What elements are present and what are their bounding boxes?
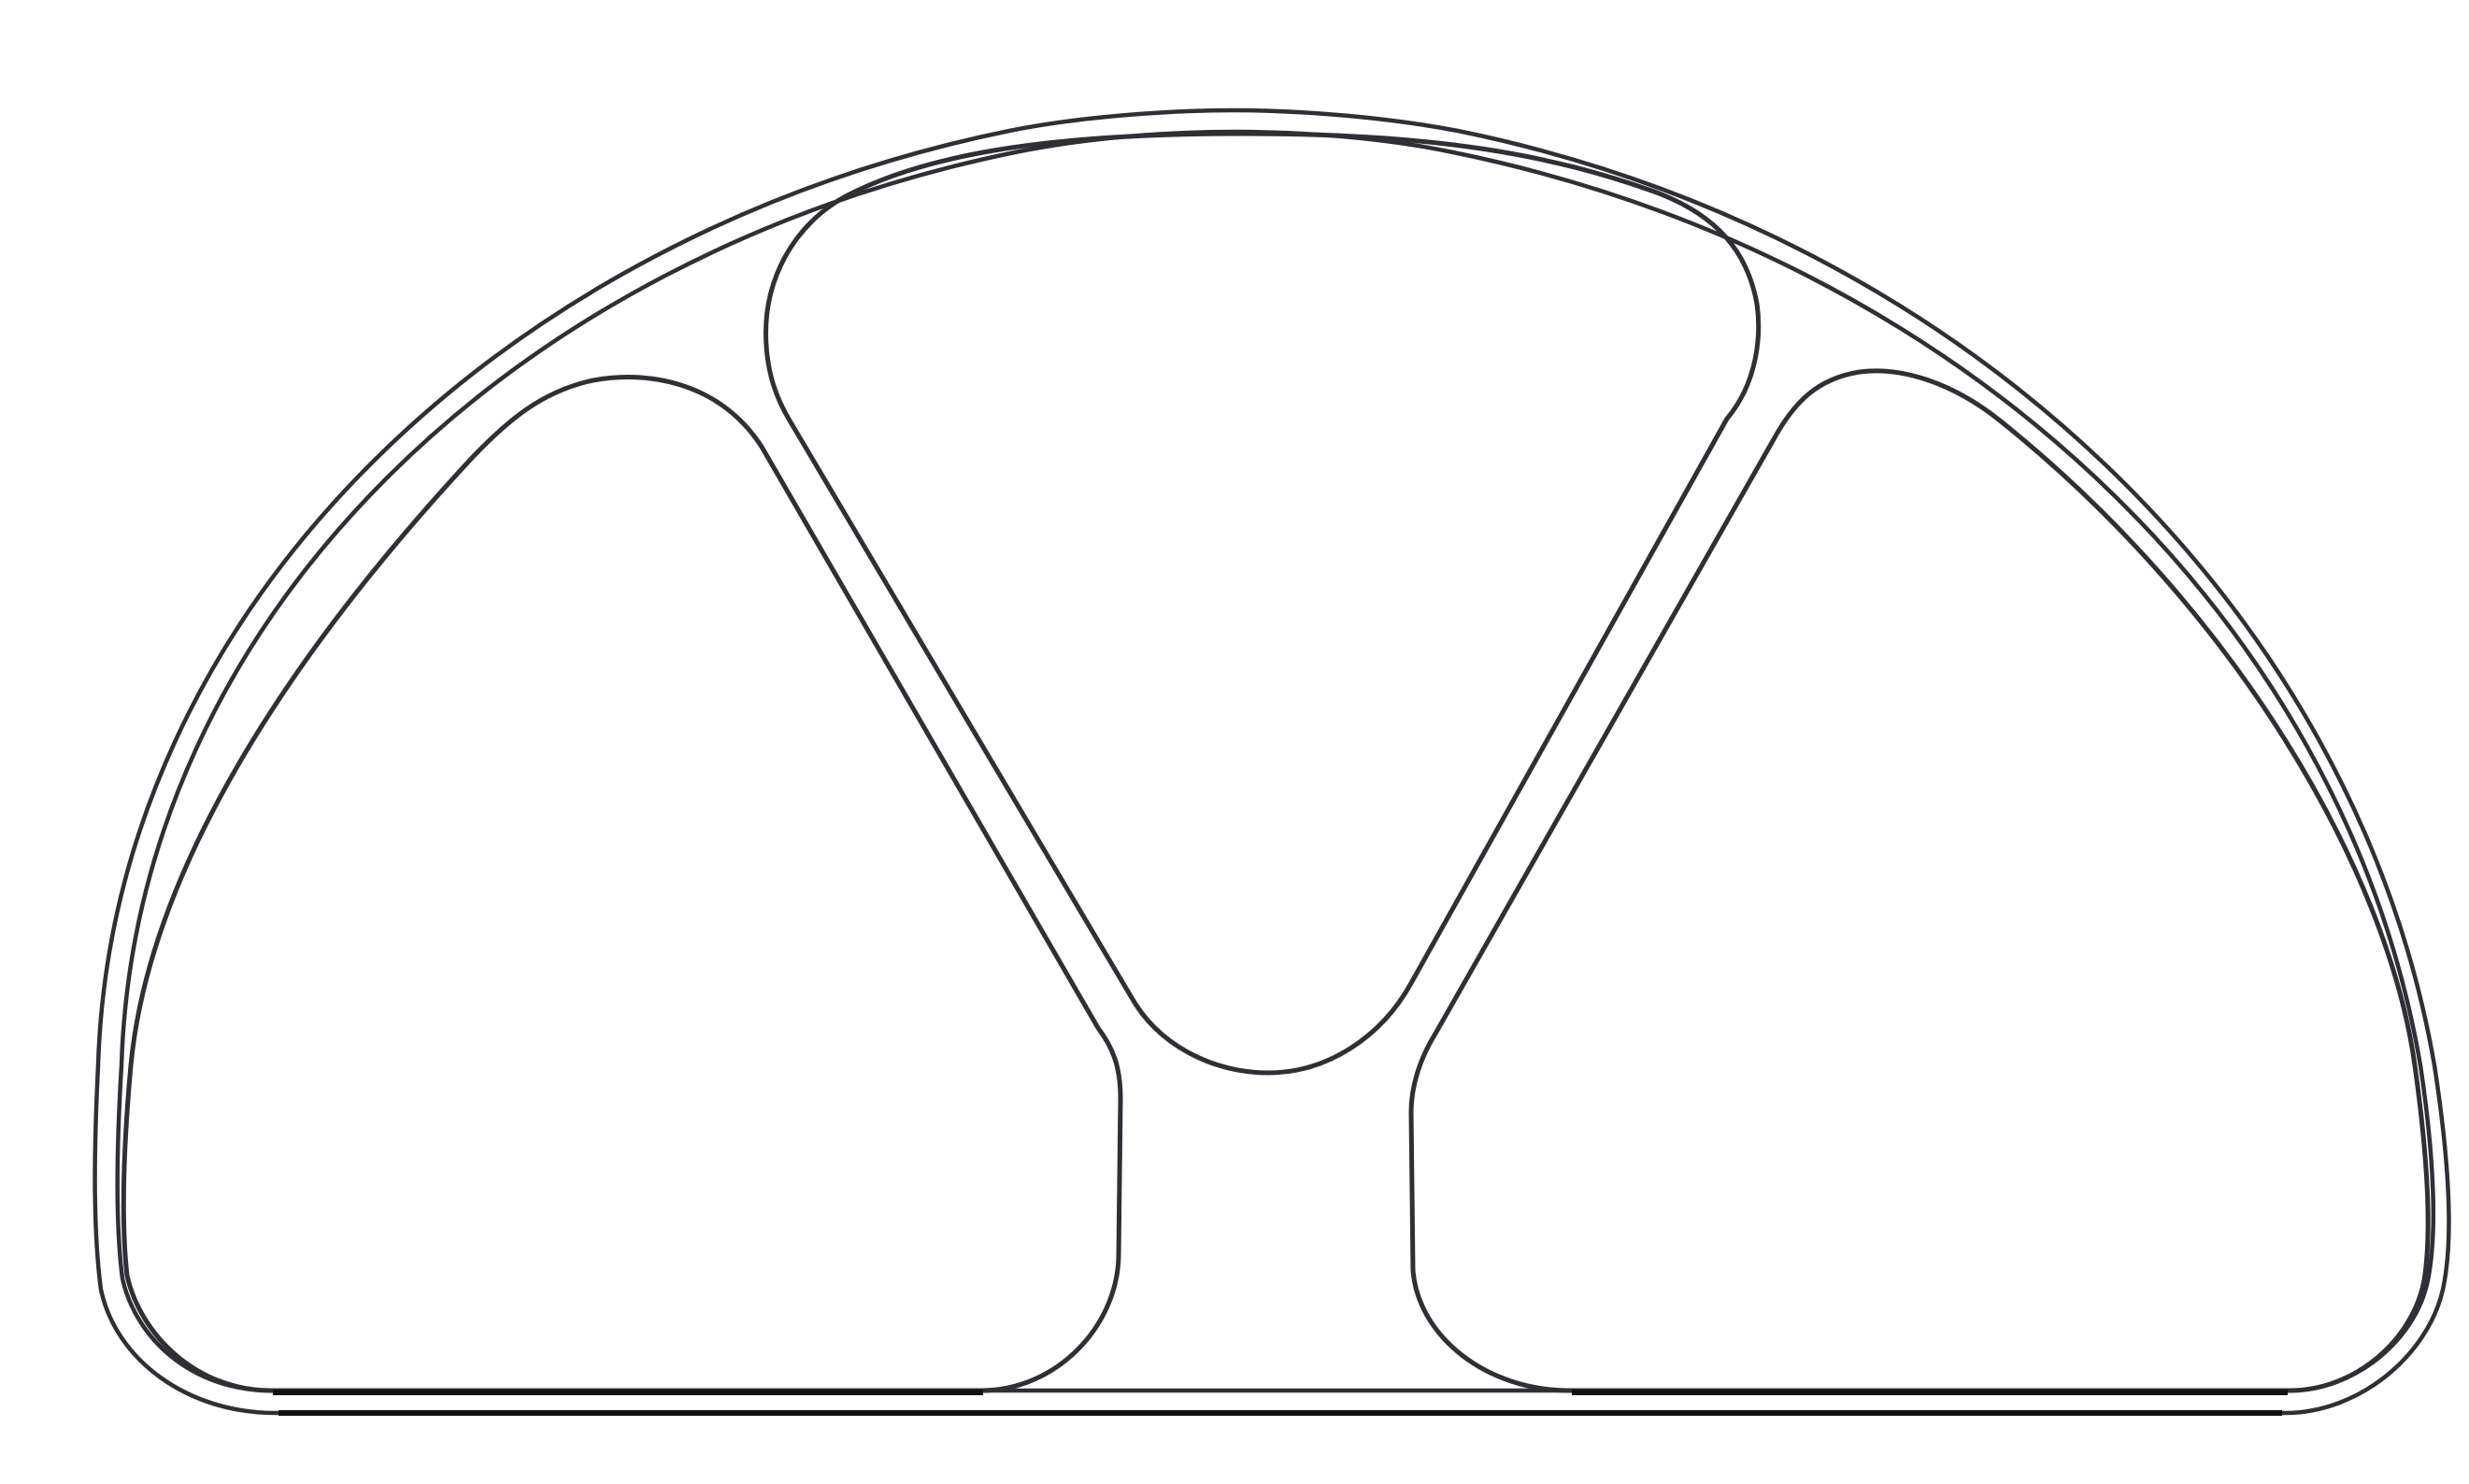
outer-outline bbox=[93, 107, 2451, 1416]
left-cutout bbox=[121, 375, 1123, 1393]
center-cutout bbox=[764, 131, 1762, 1076]
right-cutout bbox=[1408, 368, 2431, 1393]
